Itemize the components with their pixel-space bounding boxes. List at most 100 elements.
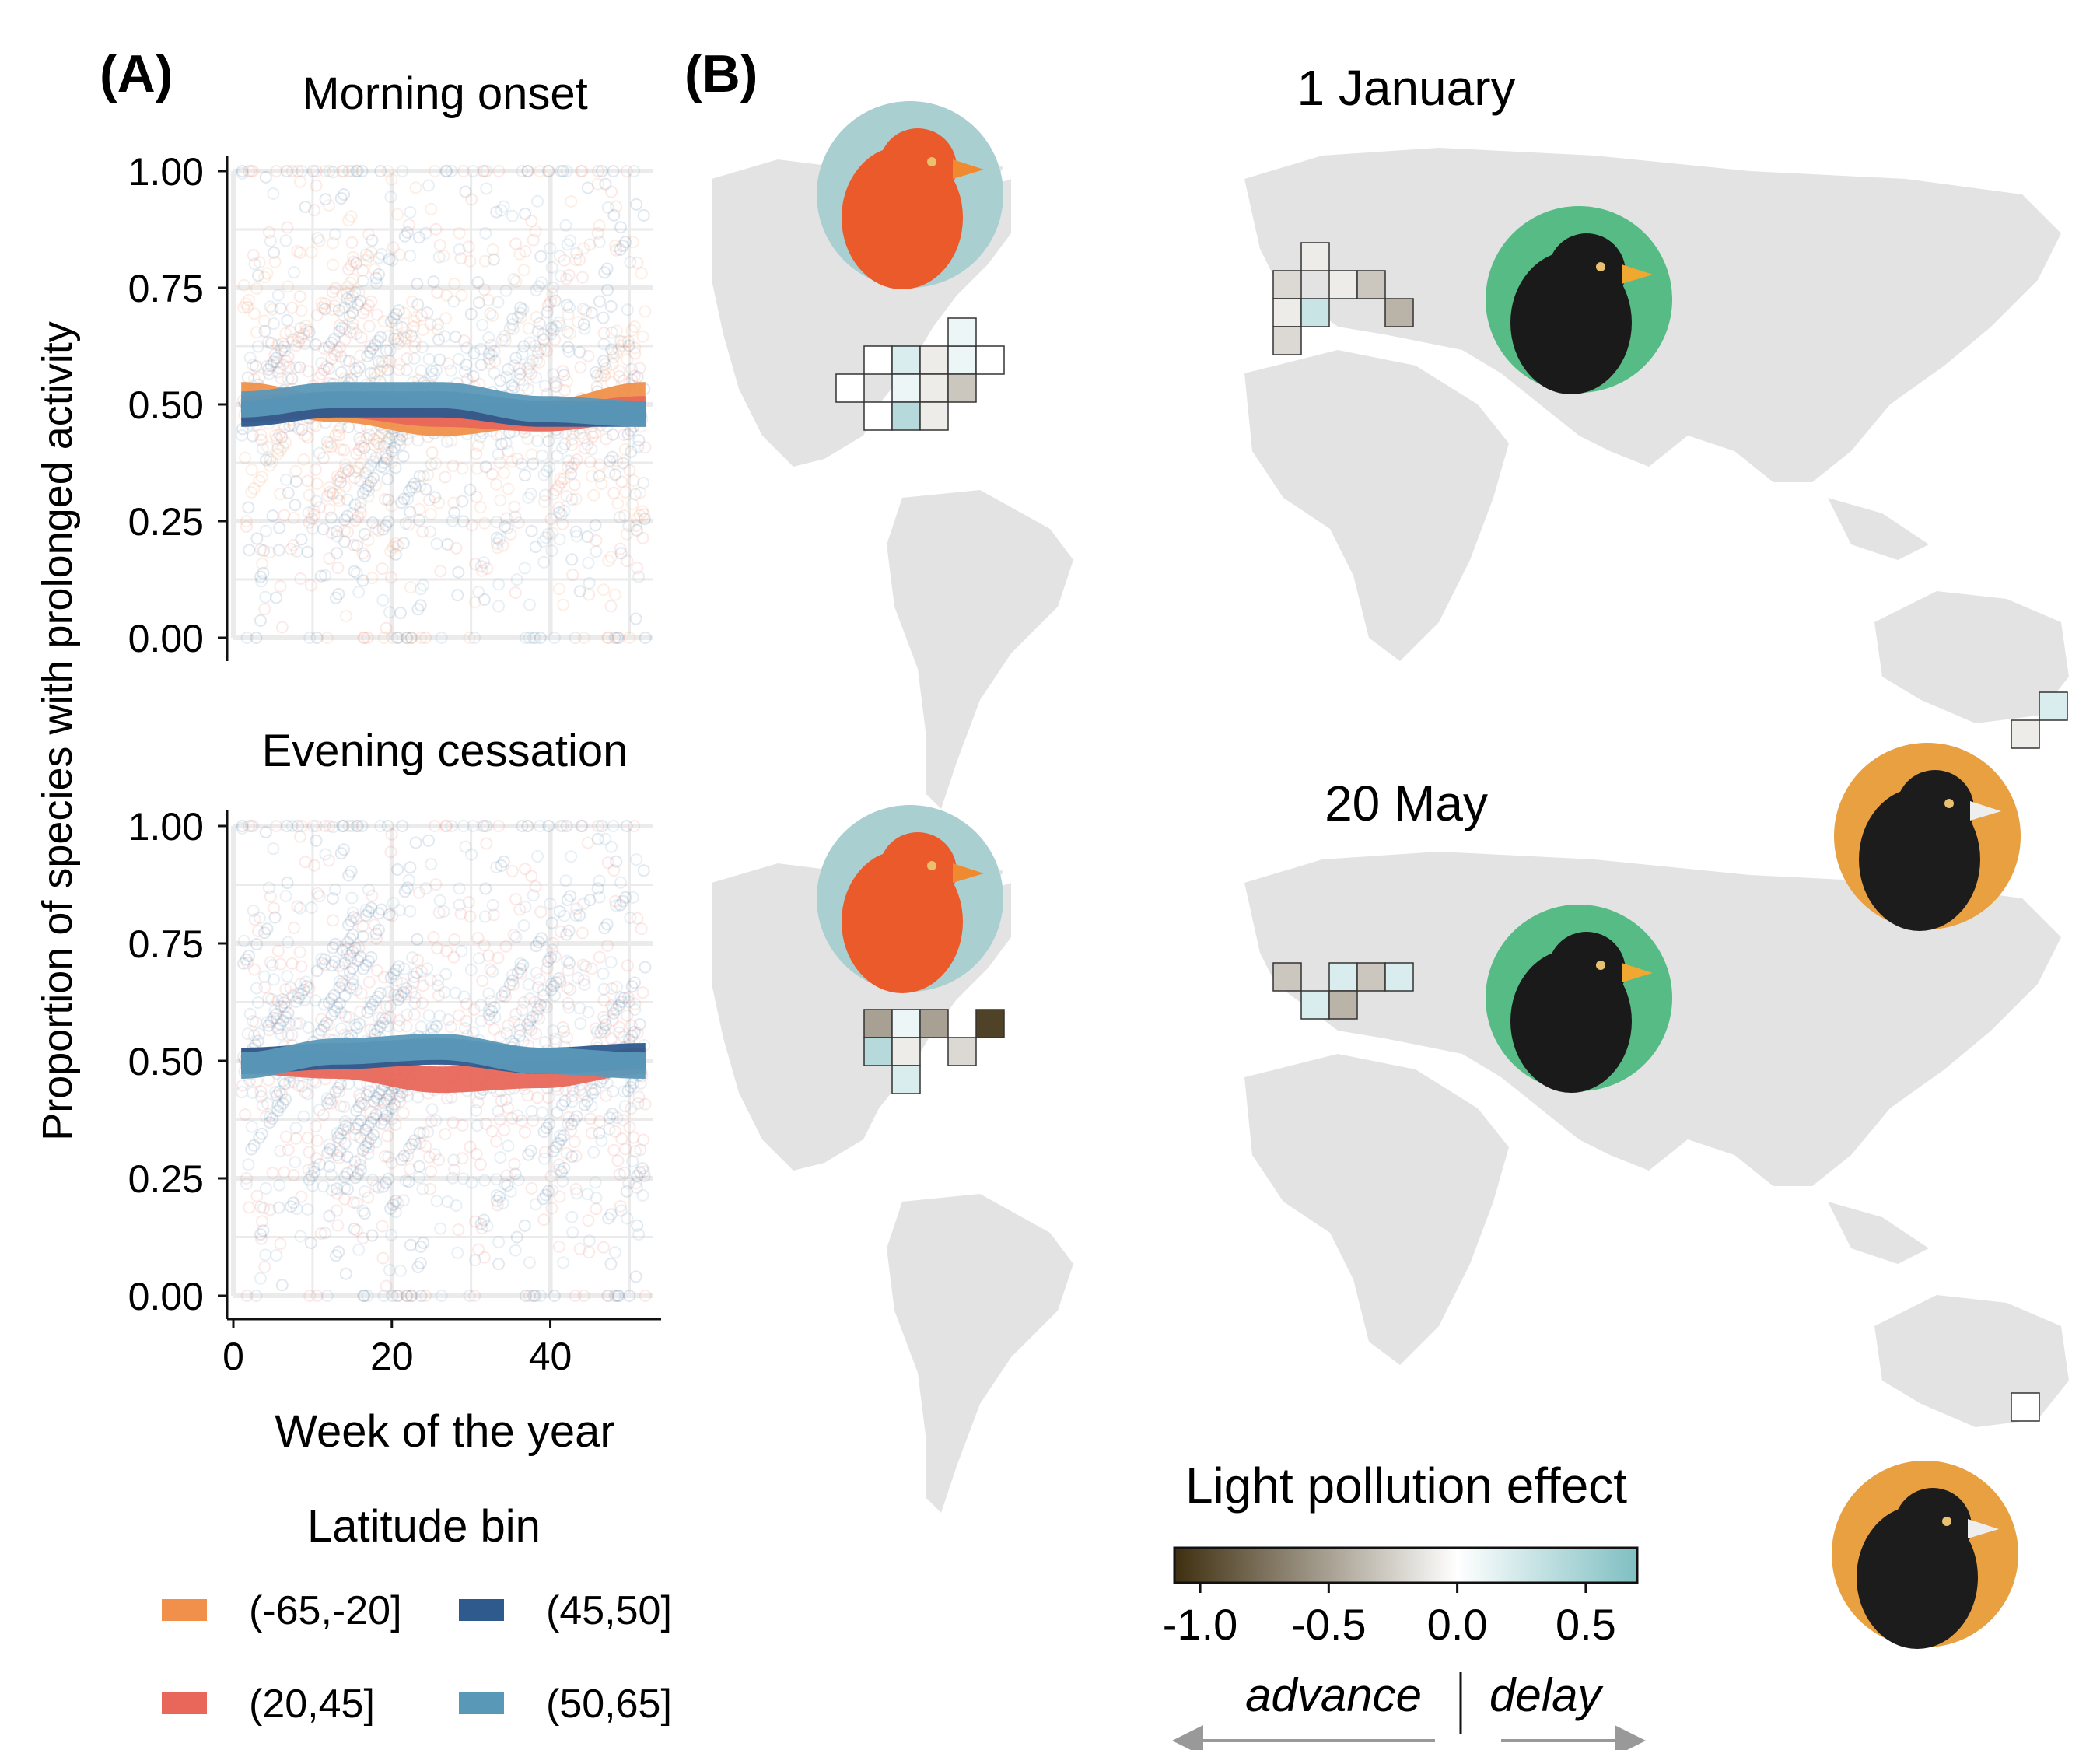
scatter-point: [412, 231, 425, 244]
scatter-point: [333, 975, 346, 988]
scatter-point: [372, 437, 385, 450]
scatter-point: [367, 1095, 380, 1108]
scatter-point: [537, 1152, 551, 1165]
scatter-point: [521, 432, 534, 446]
scatter-point: [589, 366, 602, 379]
scatter-point: [258, 603, 271, 616]
scatter-point: [565, 467, 578, 481]
scatter-point: [531, 324, 544, 338]
scatter-point: [331, 1182, 344, 1195]
scatter-point: [611, 454, 624, 467]
scatter-point: [362, 1141, 375, 1154]
scatter-point: [554, 319, 567, 332]
scatter-point: [425, 458, 438, 471]
scatter-point: [417, 469, 430, 482]
scatter-point: [310, 834, 323, 847]
scatter-point: [359, 909, 373, 922]
scatter-point: [321, 440, 334, 453]
scatter-point: [399, 331, 412, 345]
scatter-point: [479, 882, 492, 895]
scatter-point: [359, 958, 373, 971]
scatter-point: [374, 986, 387, 999]
scatter-point: [508, 500, 521, 513]
scatter-point: [401, 432, 414, 446]
scatter-point: [519, 1290, 532, 1302]
scatter-point: [400, 1020, 413, 1033]
scatter-point: [478, 910, 492, 923]
scatter-point: [245, 1143, 258, 1156]
scatter-point: [621, 353, 634, 366]
scatter-point: [621, 334, 635, 348]
scatter-point: [386, 909, 399, 922]
scatter-point: [298, 993, 311, 1006]
scatter-point: [541, 820, 555, 832]
scatter-point: [240, 953, 253, 966]
scatter-point: [350, 912, 363, 926]
scatter-point: [495, 859, 508, 872]
scatter-point: [284, 982, 297, 995]
scatter-point: [636, 1188, 649, 1202]
scatter-point: [415, 996, 429, 1010]
scatter-point: [324, 485, 337, 499]
scatter-point: [577, 242, 590, 255]
scatter-point: [392, 1290, 405, 1302]
scatter-point: [498, 985, 511, 999]
scatter-point: [470, 447, 483, 460]
scatter-point: [602, 1212, 615, 1225]
scatter-point: [310, 165, 323, 177]
scatter-point: [285, 957, 299, 970]
scatter-point: [343, 293, 356, 306]
scatter-point: [585, 1126, 598, 1139]
scatter-point: [583, 238, 597, 251]
scatter-point: [365, 295, 378, 308]
scatter-point: [239, 451, 252, 464]
scatter-point: [601, 1290, 614, 1302]
scatter-point: [500, 512, 513, 525]
scatter-point: [405, 481, 418, 494]
scatter-point: [474, 342, 488, 355]
scatter-point: [601, 201, 614, 214]
scatter-point: [396, 820, 409, 832]
scatter-point: [482, 1003, 495, 1016]
scatter-point: [448, 506, 461, 520]
scatter-point: [362, 250, 376, 263]
scatter-point: [514, 306, 527, 320]
colorbar-tick-label: -1.0: [1163, 1600, 1238, 1649]
scatter-point: [251, 269, 264, 282]
scatter-point: [380, 344, 393, 357]
heatmap-cell-north-america: [919, 401, 949, 431]
scatter-point: [243, 165, 256, 177]
scatter-point: [282, 373, 295, 386]
scatter-point: [323, 481, 336, 494]
scatter-point: [257, 566, 270, 579]
scatter-point: [553, 250, 566, 263]
scatter-point: [348, 941, 362, 954]
scatter-point: [271, 944, 285, 957]
scatter-point: [384, 845, 397, 859]
scatter-point: [313, 446, 326, 460]
scatter-point: [383, 253, 396, 266]
scatter-point: [354, 474, 367, 487]
scatter-point: [449, 331, 462, 344]
scatter-point: [639, 961, 652, 974]
scatter-point: [271, 1098, 285, 1111]
scatter-point: [274, 957, 287, 971]
scatter-point: [562, 268, 576, 282]
scatter-point: [508, 1157, 521, 1171]
scatter-point: [404, 250, 417, 263]
scatter-point: [513, 362, 527, 376]
scatter-point: [357, 962, 370, 975]
scatter-point: [354, 495, 367, 509]
scatter-point: [474, 1014, 488, 1027]
scatter-point: [631, 1170, 644, 1183]
scatter-point: [411, 1090, 425, 1104]
scatter-point: [618, 335, 631, 348]
scatter-point: [599, 362, 612, 375]
scatter-point: [371, 368, 384, 381]
scatter-point: [544, 978, 558, 991]
scatter-point: [396, 165, 409, 177]
scatter-point: [331, 525, 344, 538]
scatter-point: [478, 1213, 491, 1227]
scatter-point: [523, 1256, 536, 1269]
scatter-point: [381, 363, 394, 376]
